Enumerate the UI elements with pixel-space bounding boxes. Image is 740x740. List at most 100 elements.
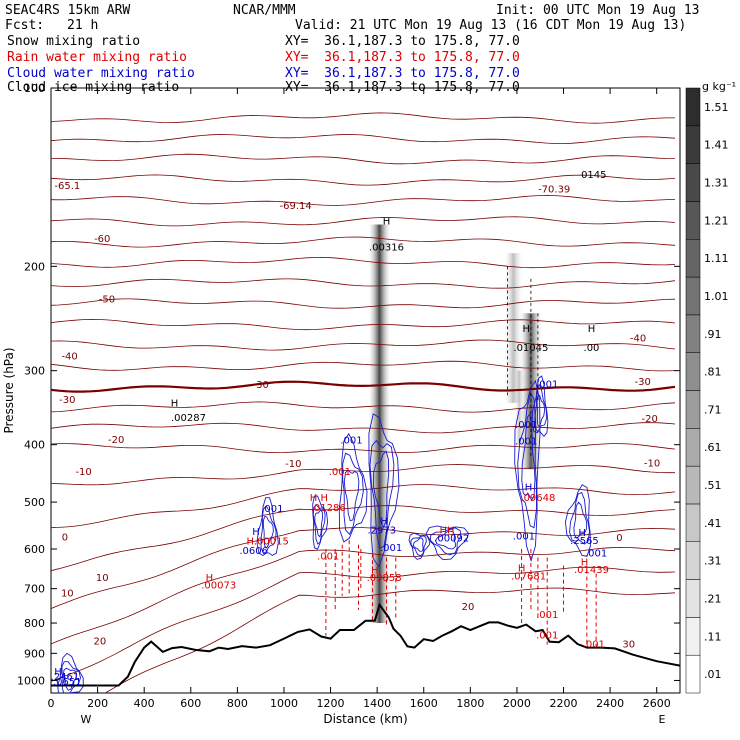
contour-label-42: .2973 <box>367 526 396 537</box>
colorbar-cell-2 <box>685 579 701 618</box>
contour-label-62: .001 <box>536 610 558 621</box>
contour-label-34: .001 <box>340 435 362 446</box>
contour-label-59: .07681 <box>511 571 546 582</box>
contour-label-13: -10 <box>285 459 301 470</box>
y-axis-label: Pressure (hPa) <box>2 347 16 433</box>
cloud-water-contour-1-1 <box>342 452 364 536</box>
contour-label-25: H <box>522 324 530 335</box>
y-tick-label-2: 300 <box>24 365 45 378</box>
temperature-contour-0 <box>51 112 675 124</box>
colorbar-unit: g kg⁻¹ <box>702 80 736 93</box>
contour-label-38: H H <box>310 493 328 504</box>
temperature-contour-10 <box>51 318 676 331</box>
contour-label-51: .001 <box>585 549 607 560</box>
contour-label-55: .09858 <box>367 573 402 584</box>
colorbar-label-1: .11 <box>704 630 722 643</box>
colorbar-label-0: .01 <box>704 668 722 681</box>
cloud-water-contour-6-0 <box>531 375 549 437</box>
colorbar-label-4: .41 <box>704 517 722 530</box>
contour-label-46: H <box>578 528 586 539</box>
init-time: Init: 00 UTC Mon 19 Aug 13 <box>496 3 700 18</box>
valid-time: Valid: 21 UTC Mon 19 Aug 13 (16 CDT Mon … <box>295 18 687 33</box>
colorbar-label-5: .51 <box>704 479 722 492</box>
contour-label-48: H <box>252 527 260 538</box>
colorbar-cell-3 <box>685 541 701 580</box>
contour-label-39: .01286 <box>311 503 346 514</box>
contour-label-52: .001 <box>380 543 402 554</box>
y-tick-label-0: 100 <box>24 82 45 95</box>
colorbar-cell-0 <box>685 654 701 694</box>
cloud-water-contour-6-1 <box>534 383 547 433</box>
contour-label-41: H <box>380 516 388 527</box>
cloud-water-contour-3-2 <box>434 530 456 550</box>
colorbar-cell-7 <box>685 390 701 429</box>
temperature-contour-9 <box>51 298 676 309</box>
contour-label-5: -50 <box>99 294 115 305</box>
legend-cloud-water-xy: XY= 36.1,187.3 to 175.8, 77.0 <box>285 66 520 81</box>
cloud-water-contour-8-2 <box>314 509 324 538</box>
contour-label-30: .00287 <box>171 413 206 424</box>
contour-label-66: .2461 <box>51 672 80 683</box>
x-tick-label-4: 800 <box>227 697 248 710</box>
temperature-contour-8 <box>51 278 676 289</box>
colorbar-label-10: 1.01 <box>704 290 729 303</box>
colorbar-cell-14 <box>685 125 701 164</box>
legend-cloud-ice: Cloud ice mixing ratio <box>7 80 180 95</box>
cloud-water-contour-6-2 <box>536 394 546 427</box>
legend-snow: Snow mixing ratio <box>7 34 141 49</box>
temperature-contour-22 <box>51 566 676 682</box>
contour-label-10: -30 <box>59 395 75 406</box>
y-tick-label-6: 700 <box>24 583 45 596</box>
contour-label-21: 20 <box>94 637 107 648</box>
cloud-water-contour-3-1 <box>429 527 462 556</box>
temperature-contour-12 <box>51 360 676 372</box>
cloud-water-contour-8-0 <box>312 495 329 550</box>
y-tick-label-4: 500 <box>24 496 45 509</box>
contour-label-19: 10 <box>61 589 74 600</box>
colorbar-label-7: .71 <box>704 403 722 416</box>
fcst-value: 21 h <box>67 18 99 33</box>
y-tick-label-9: 1000 <box>17 674 45 687</box>
contour-label-44: .00092 <box>434 534 469 545</box>
cloud-water-contour-7-1 <box>61 661 81 693</box>
colorbar-cell-8 <box>685 352 701 391</box>
contour-label-28: .00 <box>584 343 600 354</box>
y-tick-label-5: 600 <box>24 543 45 556</box>
colorbar-cell-11 <box>685 239 701 278</box>
colorbar-label-14: 1.41 <box>704 139 729 152</box>
x-tick-label-13: 2600 <box>643 697 671 710</box>
snow-shading-1 <box>503 253 524 403</box>
contour-label-29: H <box>171 399 179 410</box>
contour-label-9: -30 <box>635 377 651 388</box>
contour-label-32: .001 <box>515 420 537 431</box>
cloud-water-contour-0-2 <box>262 515 274 549</box>
contour-label-2: -70.39 <box>538 184 570 195</box>
temperature-contour-13 <box>51 380 676 393</box>
colorbar-label-13: 1.31 <box>704 177 729 190</box>
contour-label-53: .001 <box>317 552 339 563</box>
cloud-water-contour-1-2 <box>343 469 360 522</box>
legend-rain: Rain water mixing ratio <box>7 50 188 65</box>
x-tick-label-9: 1800 <box>456 697 484 710</box>
x-tick-label-6: 1200 <box>317 697 345 710</box>
colorbar-cell-1 <box>685 617 701 656</box>
colorbar-label-15: 1.51 <box>704 101 729 114</box>
cloud-water-contour-3-0 <box>425 525 470 561</box>
contour-label-0: -65.1 <box>54 181 80 192</box>
colorbar-label-2: .21 <box>704 592 722 605</box>
temperature-contour-5 <box>51 216 676 227</box>
colorbar-label-3: .31 <box>704 555 722 568</box>
contour-label-35: .001 <box>329 467 351 478</box>
cloud-water-contour-2-1 <box>369 439 395 549</box>
x-tick-label-8: 1600 <box>410 697 438 710</box>
cloud-water-contour-4-1 <box>517 392 537 529</box>
temperature-contour-16 <box>51 443 676 454</box>
contour-label-15: -10 <box>75 467 91 478</box>
contour-label-16: 0 <box>62 532 68 543</box>
org-label: NCAR/MMM <box>233 3 296 18</box>
colorbar-cell-9 <box>685 314 701 353</box>
temperature-contour-2 <box>51 153 676 165</box>
cloud-water-contour-5-2 <box>573 501 588 539</box>
contour-label-49: H.00015 <box>246 537 288 548</box>
